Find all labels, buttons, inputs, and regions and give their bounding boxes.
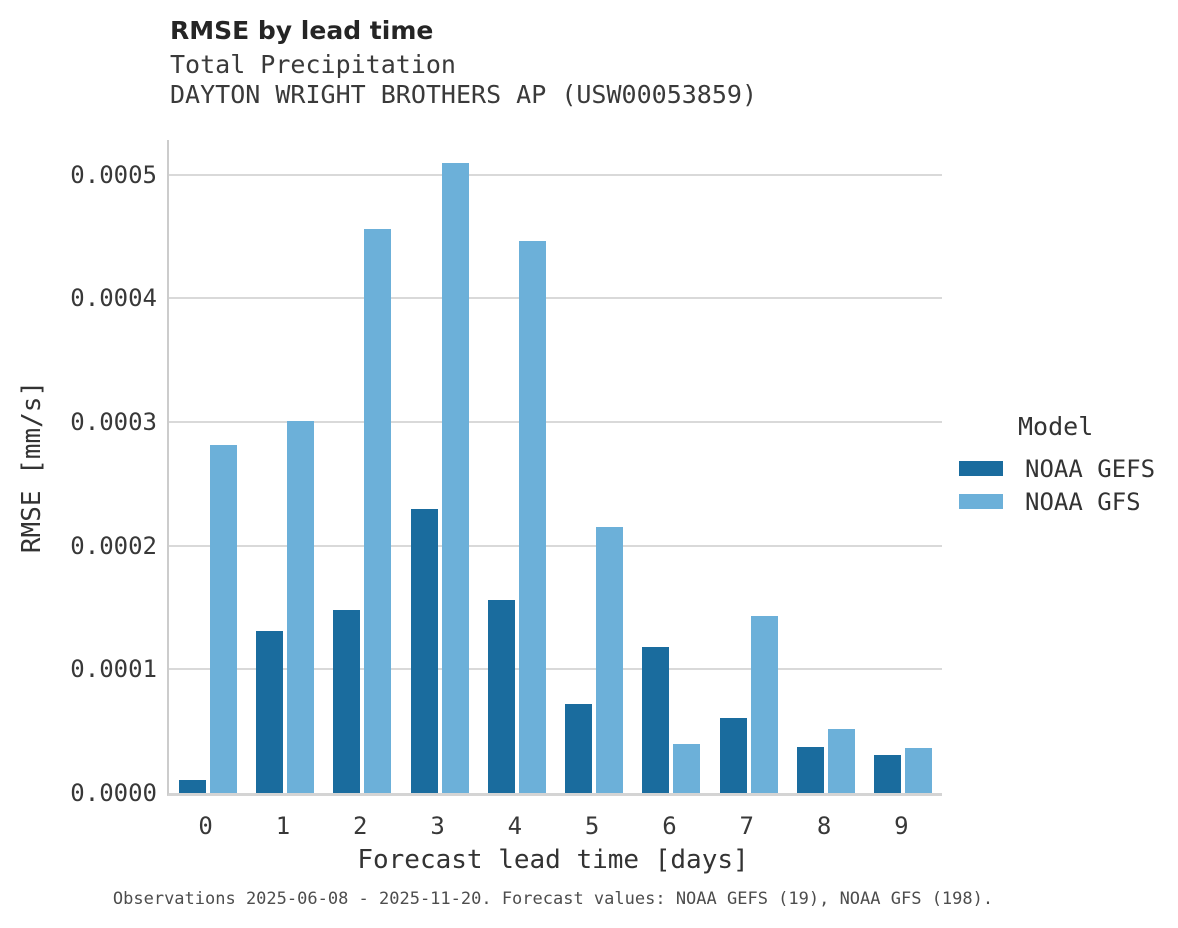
gridline: [169, 297, 942, 300]
bar-noaa-gfs-lead-0: [209, 445, 237, 793]
bar-noaa-gfs-lead-3: [441, 163, 469, 793]
y-tick-label: 0.0001: [70, 655, 157, 684]
plot-panel: [167, 140, 942, 796]
bar-noaa-gefs-lead-0: [178, 780, 206, 793]
legend-swatch-noaa-gfs: [959, 494, 1003, 509]
bar-noaa-gfs-lead-4: [518, 241, 546, 793]
x-tick-label: 9: [894, 812, 909, 840]
bar-noaa-gefs-lead-4: [487, 600, 515, 793]
y-tick-label: 0.0005: [70, 160, 157, 189]
x-tick-label: 8: [816, 812, 832, 840]
bar-noaa-gefs-lead-1: [255, 630, 283, 793]
bar-noaa-gefs-lead-9: [874, 754, 902, 793]
legend-swatch-noaa-gefs: [959, 461, 1003, 476]
bar-noaa-gfs-lead-2: [364, 229, 392, 793]
legend-item-noaa-gfs: NOAA GFS: [959, 485, 1178, 518]
x-axis-title: Forecast lead time [days]: [357, 845, 749, 875]
bar-noaa-gefs-lead-8: [797, 747, 825, 793]
gridline: [169, 420, 942, 423]
bar-noaa-gefs-lead-3: [410, 508, 438, 793]
bar-noaa-gefs-lead-7: [719, 717, 747, 793]
legend-title: Model: [1018, 412, 1094, 441]
y-axis-title-text: RMSE [mm/s]: [17, 380, 47, 553]
y-tick-label: 0.0000: [70, 779, 157, 807]
bar-noaa-gfs-lead-9: [905, 748, 933, 793]
bar-noaa-gefs-lead-5: [565, 703, 593, 793]
gridline: [169, 668, 942, 671]
x-tick-label: 7: [739, 812, 754, 840]
x-tick-label: 1: [275, 812, 291, 840]
bar-noaa-gefs-lead-2: [333, 609, 361, 793]
legend-label-noaa-gefs: NOAA GEFS: [1025, 454, 1156, 483]
bar-noaa-gfs-lead-7: [750, 616, 778, 793]
chart-subtitle-station: DAYTON WRIGHT BROTHERS AP (USW00053859): [170, 80, 757, 109]
legend-label-noaa-gfs: NOAA GFS: [1025, 487, 1141, 516]
chart-title: RMSE by lead time: [170, 16, 434, 45]
bar-noaa-gfs-lead-1: [286, 420, 314, 793]
legend-item-noaa-gefs: NOAA GEFS: [959, 452, 1178, 485]
legend: Model NOAA GEFS NOAA GFS: [959, 412, 1178, 518]
bar-noaa-gefs-lead-6: [642, 647, 670, 793]
x-tick-label: 2: [353, 812, 368, 840]
x-tick-label: 3: [430, 812, 445, 840]
bar-noaa-gfs-lead-6: [673, 743, 701, 793]
x-tick-label: 6: [662, 812, 677, 840]
chart-subtitle-variable: Total Precipitation: [170, 50, 456, 79]
gridline: [169, 173, 942, 176]
x-tick-label: 5: [584, 812, 600, 840]
gridline: [169, 544, 942, 547]
y-tick-label: 0.0002: [70, 531, 157, 560]
y-axis-title: RMSE [mm/s]: [10, 140, 54, 793]
x-tick-label: 4: [507, 812, 523, 840]
y-tick-label: 0.0003: [70, 407, 157, 436]
x-tick-label: 0: [198, 812, 213, 840]
bar-noaa-gfs-lead-5: [596, 527, 624, 793]
caption: Observations 2025-06-08 - 2025-11-20. Fo…: [112, 889, 994, 909]
bar-noaa-gfs-lead-8: [828, 728, 856, 793]
y-tick-label: 0.0004: [70, 284, 157, 313]
